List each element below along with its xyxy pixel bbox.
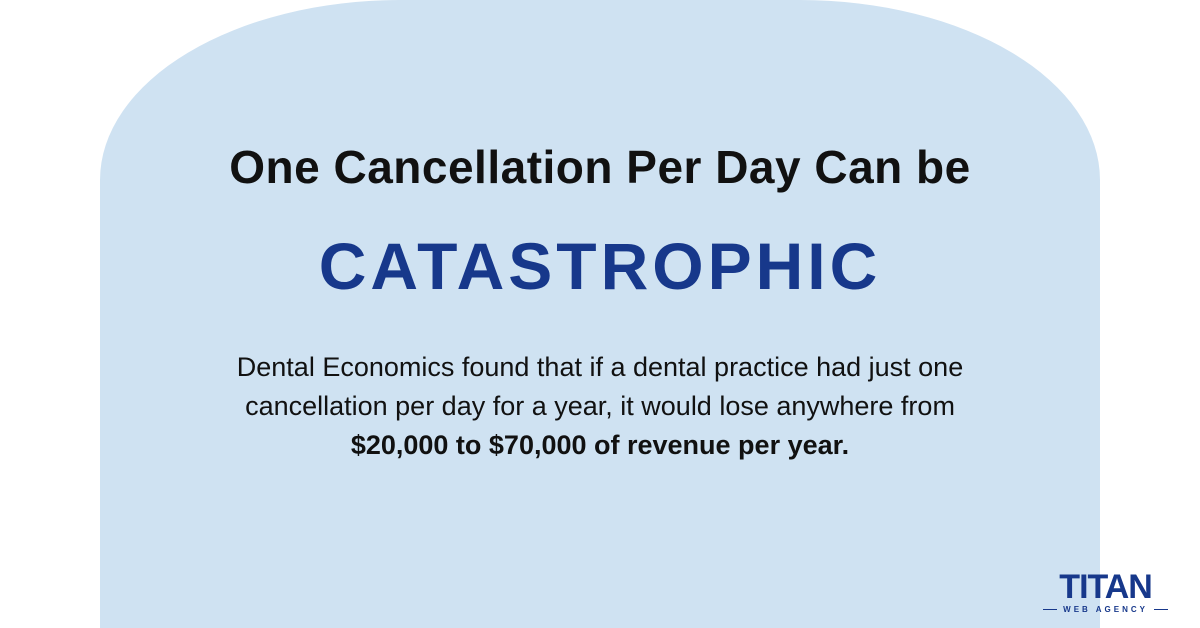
body-paragraph: Dental Economics found that if a dental … [150,348,1050,465]
content-block: One Cancellation Per Day Can be CATASTRO… [0,140,1200,465]
logo-subline: WEB AGENCY [1043,605,1168,614]
heading-line: One Cancellation Per Day Can be [120,140,1080,194]
logo-rule-right [1154,609,1168,610]
body-bold-stat: $20,000 to $70,000 of revenue per year. [351,430,849,460]
body-line-1: Dental Economics found that if a dental … [237,352,963,382]
brand-logo: TITAN WEB AGENCY [1043,572,1168,614]
emphasis-word: CATASTROPHIC [120,228,1080,304]
logo-rule-left [1043,609,1057,610]
logo-brand-text: TITAN [1043,572,1168,603]
body-line-2: cancellation per day for a year, it woul… [245,391,955,421]
logo-sub-text: WEB AGENCY [1063,605,1148,614]
